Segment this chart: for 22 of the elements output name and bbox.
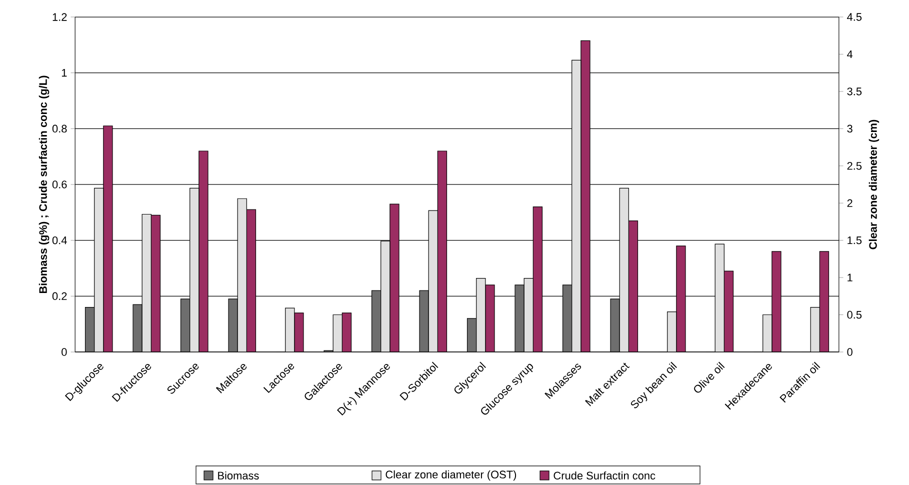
legend-label: Clear zone diameter (OST) (386, 470, 516, 481)
y2-tick-label: 4.5 (847, 13, 862, 21)
y-tick-label: 1 (62, 69, 67, 77)
y2-tick-label: 1.5 (848, 236, 862, 244)
y2-tick-label: 2 (847, 199, 852, 207)
y2-tick-label: 0 (847, 348, 852, 356)
y2-tick-label: 3.5 (847, 88, 862, 96)
y2-tick-label: 3 (847, 124, 852, 133)
y-tick-label: 0 (62, 348, 67, 356)
y-axis-title: Biomass (g%) ; Crude surfactin conc (g/L) (38, 76, 50, 294)
y-tick-label: 0.2 (52, 292, 67, 300)
y-tick-label: 0.4 (52, 236, 67, 244)
y2-tick-label: 4 (847, 50, 853, 58)
legend-label: Crude Surfactin conc (554, 471, 656, 480)
y2-axis-title: Clear zone diameter (cm) (868, 120, 880, 250)
y2-tick-label: 1 (848, 274, 852, 282)
y-tick-label: 0.6 (52, 180, 67, 188)
y2-tick-label: 0.5 (847, 310, 862, 319)
y-tick-label: 1.2 (52, 13, 67, 21)
y-tick-label: 0.8 (52, 124, 67, 133)
y2-tick-label: 2.5 (847, 162, 862, 170)
legend-label: Biomass (218, 471, 259, 480)
